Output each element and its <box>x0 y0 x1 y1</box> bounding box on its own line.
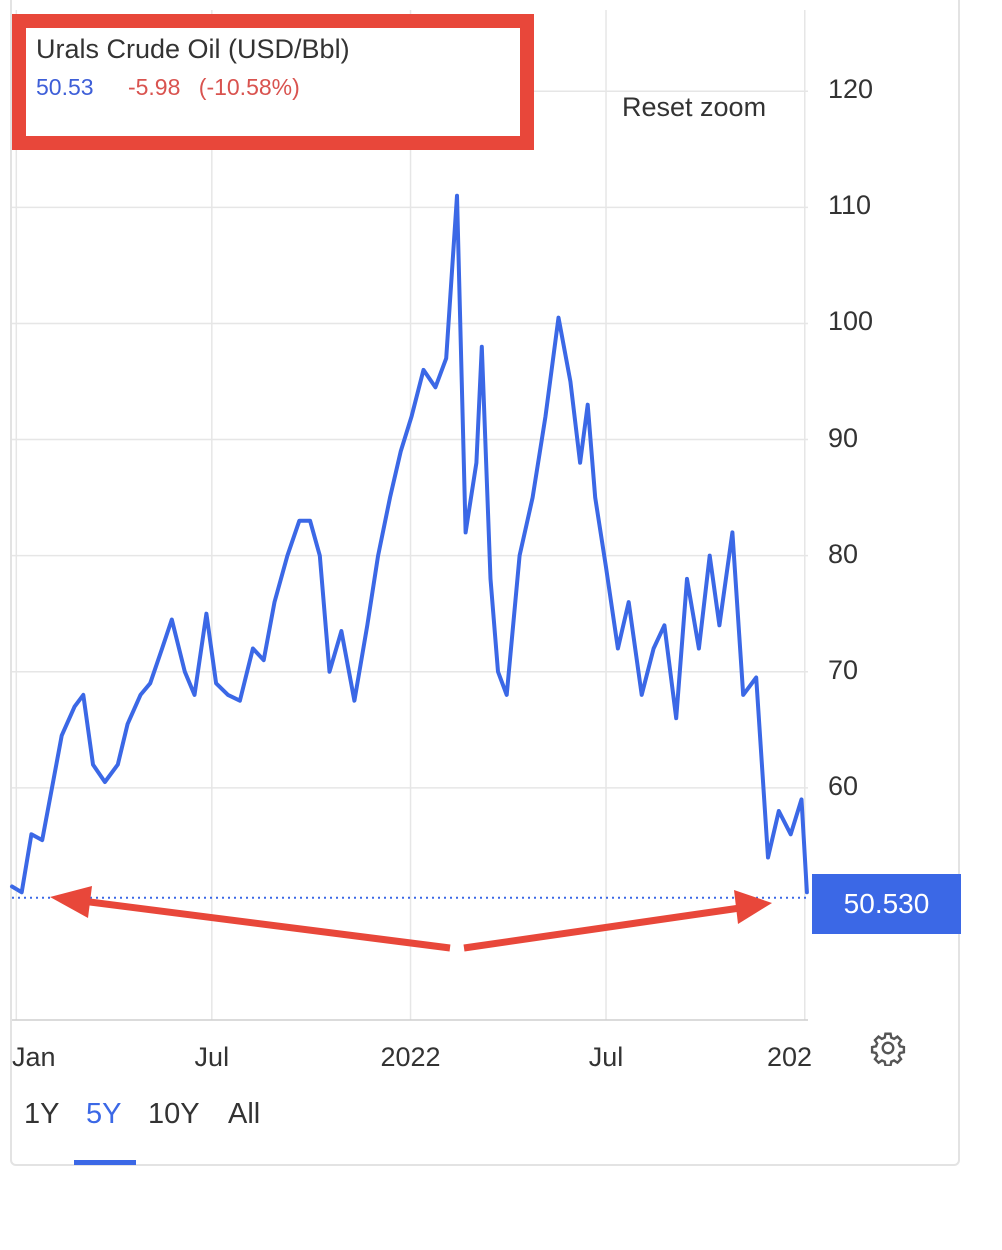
title-highlight-box <box>12 14 534 150</box>
gear-icon[interactable] <box>870 1030 906 1067</box>
y-tick-label: 110 <box>828 190 872 221</box>
reset-zoom-button[interactable]: Reset zoom <box>622 92 767 123</box>
range-10y-button[interactable]: 10Y <box>148 1098 200 1130</box>
grid-lines <box>12 10 808 1020</box>
range-all-button[interactable]: All <box>228 1098 261 1130</box>
y-tick-label: 120 <box>828 74 874 105</box>
range-5y-button[interactable]: 5Y <box>86 1098 122 1130</box>
price-summary: 50.53 -5.98 (-10.58%) <box>36 74 300 101</box>
annotation-arrows <box>50 886 772 952</box>
x-tick-label: Jul <box>588 1042 624 1072</box>
price-change-percent: (-10.58%) <box>198 74 300 100</box>
y-tick-label: 100 <box>828 306 874 337</box>
price-change: -5.98 <box>127 74 181 100</box>
arrow-right-head <box>734 890 772 924</box>
y-tick-label: 80 <box>828 538 859 569</box>
y-tick-label: 60 <box>828 770 859 801</box>
last-price-tag: 50.530 <box>812 874 961 934</box>
arrow-left-shaft <box>81 897 451 952</box>
x-tick-label: 2022 <box>380 1042 441 1072</box>
chart-panel <box>10 0 960 1166</box>
chart-title: Urals Crude Oil (USD/Bbl) <box>36 34 350 64</box>
x-tick-label: 202 <box>766 1042 812 1072</box>
series-line-urals <box>10 193 809 895</box>
x-tick-label: Jan <box>12 1042 56 1072</box>
y-tick-label: 70 <box>828 654 859 685</box>
y-tick-label: 90 <box>828 422 859 453</box>
arrow-left-head <box>50 886 92 918</box>
range-1y-button[interactable]: 1Y <box>24 1098 60 1130</box>
active-range-underline <box>74 1160 136 1165</box>
x-tick-label: Jul <box>194 1042 230 1072</box>
current-price: 50.53 <box>36 74 94 100</box>
arrow-right-shaft <box>463 904 741 952</box>
